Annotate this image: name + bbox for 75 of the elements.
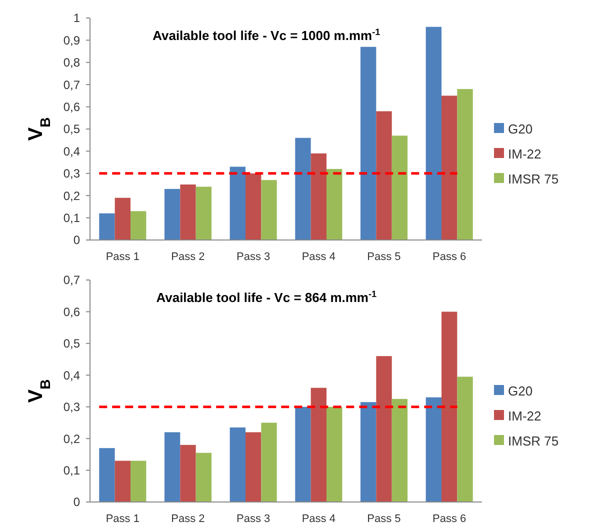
text: Available tool life - Vc = 1000 m.mm$^{-1}$ xyxy=(152,27,380,43)
bar xyxy=(441,312,458,502)
bar xyxy=(261,180,277,240)
x-tick-label: Pass 1 xyxy=(106,251,140,263)
bar xyxy=(441,96,458,240)
bar xyxy=(99,448,115,502)
bar xyxy=(310,388,327,502)
bar xyxy=(164,188,180,240)
bar xyxy=(426,397,442,502)
y-tick-label: 0,7 xyxy=(63,78,80,92)
legend-label: IM-22 xyxy=(508,408,542,424)
bar xyxy=(180,184,196,240)
bar xyxy=(180,444,196,502)
x-tick-label: Pass 2 xyxy=(171,251,205,263)
bar xyxy=(326,168,342,240)
bar xyxy=(392,398,408,502)
bar xyxy=(245,432,262,502)
bar xyxy=(230,166,246,240)
bar xyxy=(114,460,131,502)
bar xyxy=(196,186,212,240)
bar xyxy=(310,153,327,240)
bar xyxy=(360,402,376,502)
y-tick-label: 0,7 xyxy=(63,273,80,288)
bar xyxy=(360,46,376,240)
bar xyxy=(99,213,115,240)
y-tick-label: 0,9 xyxy=(63,33,80,48)
bar xyxy=(376,356,392,502)
legend-label: IMSR 75 xyxy=(508,434,559,449)
bar xyxy=(164,432,180,502)
x-tick-label: Pass 4 xyxy=(302,251,336,263)
x-tick-label: Pass 5 xyxy=(367,513,401,525)
y-tick-label: 0,8 xyxy=(63,56,80,70)
bar xyxy=(230,427,246,502)
x-tick-label: Pass 5 xyxy=(367,251,401,263)
x-tick-label: Pass 1 xyxy=(106,513,140,525)
y-tick-label: 0,6 xyxy=(63,304,80,319)
bar xyxy=(130,460,146,502)
bar xyxy=(196,452,212,502)
y-tick-label: 0,1 xyxy=(63,463,80,478)
x-tick-label: Pass 6 xyxy=(432,251,466,263)
x-tick-label: Pass 6 xyxy=(432,513,466,525)
x-tick-label: Pass 3 xyxy=(236,513,270,525)
legend-label: G20 xyxy=(508,122,533,137)
bar xyxy=(245,173,262,240)
x-tick-label: Pass 4 xyxy=(302,513,336,525)
bar xyxy=(457,89,473,240)
bar xyxy=(114,198,131,240)
y-tick-label: 0 xyxy=(73,233,80,248)
y-tick-label: 0,6 xyxy=(63,100,80,114)
bar xyxy=(457,376,473,502)
y-tick-label: 0,3 xyxy=(63,400,80,414)
y-tick-label: 1 xyxy=(73,11,80,26)
y-tick-label: 0,5 xyxy=(63,336,80,351)
bar xyxy=(130,211,146,240)
y-tick-label: 0,2 xyxy=(63,432,80,446)
legend-label: G20 xyxy=(508,384,533,399)
bar xyxy=(295,138,311,240)
y-tick-label: 0,2 xyxy=(63,188,80,203)
x-tick-label: Pass 3 xyxy=(236,251,270,263)
bar xyxy=(295,406,311,502)
bar xyxy=(426,26,442,240)
y-tick-label: 0,4 xyxy=(63,368,80,382)
y-tick-label: 0,3 xyxy=(63,166,80,181)
legend-label: IM-22 xyxy=(508,146,542,162)
legend-label: IMSR 75 xyxy=(508,172,559,187)
x-tick-label: Pass 2 xyxy=(171,513,205,525)
y-tick-label: 0 xyxy=(73,495,80,510)
bar xyxy=(326,406,342,502)
y-tick-label: 0,1 xyxy=(63,211,80,225)
text: Available tool life - Vc = 864 m.mm$^{-1}$ xyxy=(156,289,377,305)
bar xyxy=(392,136,408,240)
y-tick-label: 0,4 xyxy=(63,144,80,158)
bar xyxy=(261,422,277,502)
y-tick-label: 0,5 xyxy=(63,122,80,136)
bar xyxy=(376,111,392,240)
